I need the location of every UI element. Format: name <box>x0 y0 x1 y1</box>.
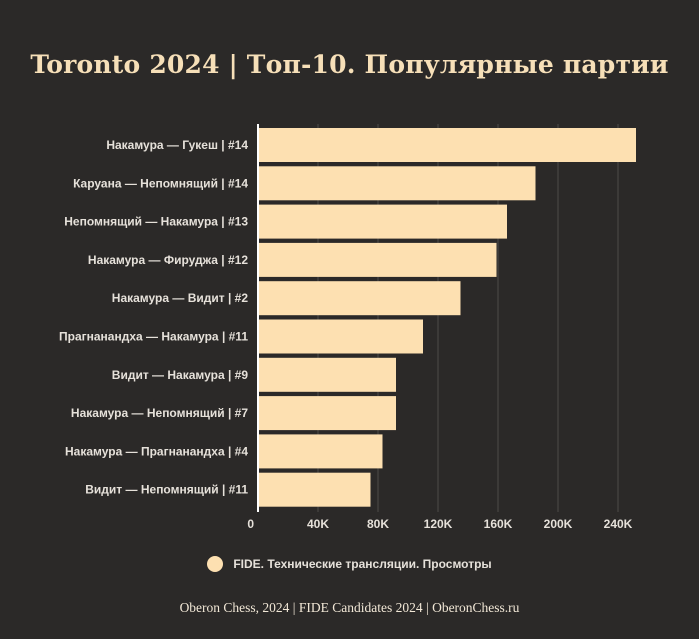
x-tick-label: 120K <box>424 517 453 531</box>
bar <box>259 281 461 316</box>
bar <box>259 434 383 469</box>
category-label: Каруана — Непомнящий | #14 <box>73 176 248 190</box>
bar <box>259 204 507 239</box>
category-label: Накамура — Гукеш | #14 <box>106 138 248 152</box>
bar-chart: Накамура — Гукеш | #14 Каруана — Непомнящ… <box>59 124 636 531</box>
bar <box>259 242 497 277</box>
legend-swatch <box>207 556 224 572</box>
category-label: Накамура — Прагнанандха | #4 <box>65 444 248 458</box>
x-tick-label: 40K <box>307 517 329 531</box>
bar <box>259 472 371 507</box>
legend-label: FIDE. Технические трансляции. Просмотры <box>233 557 492 571</box>
category-label: Накамура — Видит | #2 <box>112 291 249 305</box>
x-tick-labels: 0 40K 80K 120K 160K 200K 240K <box>247 517 632 531</box>
x-tick-label: 0 <box>247 517 254 531</box>
legend: FIDE. Технические трансляции. Просмотры <box>0 556 699 572</box>
bar <box>259 357 396 392</box>
chart-title: Toronto 2024 | Топ-10. Популярные партии <box>30 50 669 79</box>
bar <box>259 128 636 162</box>
bar <box>259 396 396 431</box>
category-label: Видит — Накамура | #9 <box>112 368 249 382</box>
category-label: Видит — Непомнящий | #11 <box>85 483 248 497</box>
footer-credits: Oberon Chess, 2024 | FIDE Candidates 202… <box>179 600 520 615</box>
category-labels: Накамура — Гукеш | #14 Каруана — Непомнящ… <box>59 138 248 497</box>
x-tick-label: 200K <box>544 517 573 531</box>
category-label: Накамура — Непомнящий | #7 <box>71 406 248 420</box>
x-tick-label: 80K <box>367 517 389 531</box>
bar <box>259 319 423 354</box>
category-label: Прагнанандха — Накамура | #11 <box>59 330 248 344</box>
x-tick-label: 240K <box>604 517 633 531</box>
category-label: Накамура — Фируджа | #12 <box>88 253 248 267</box>
x-tick-label: 160K <box>484 517 513 531</box>
bar <box>259 166 536 201</box>
category-label: Непомнящий — Накамура | #13 <box>64 215 248 229</box>
bars <box>259 128 636 507</box>
